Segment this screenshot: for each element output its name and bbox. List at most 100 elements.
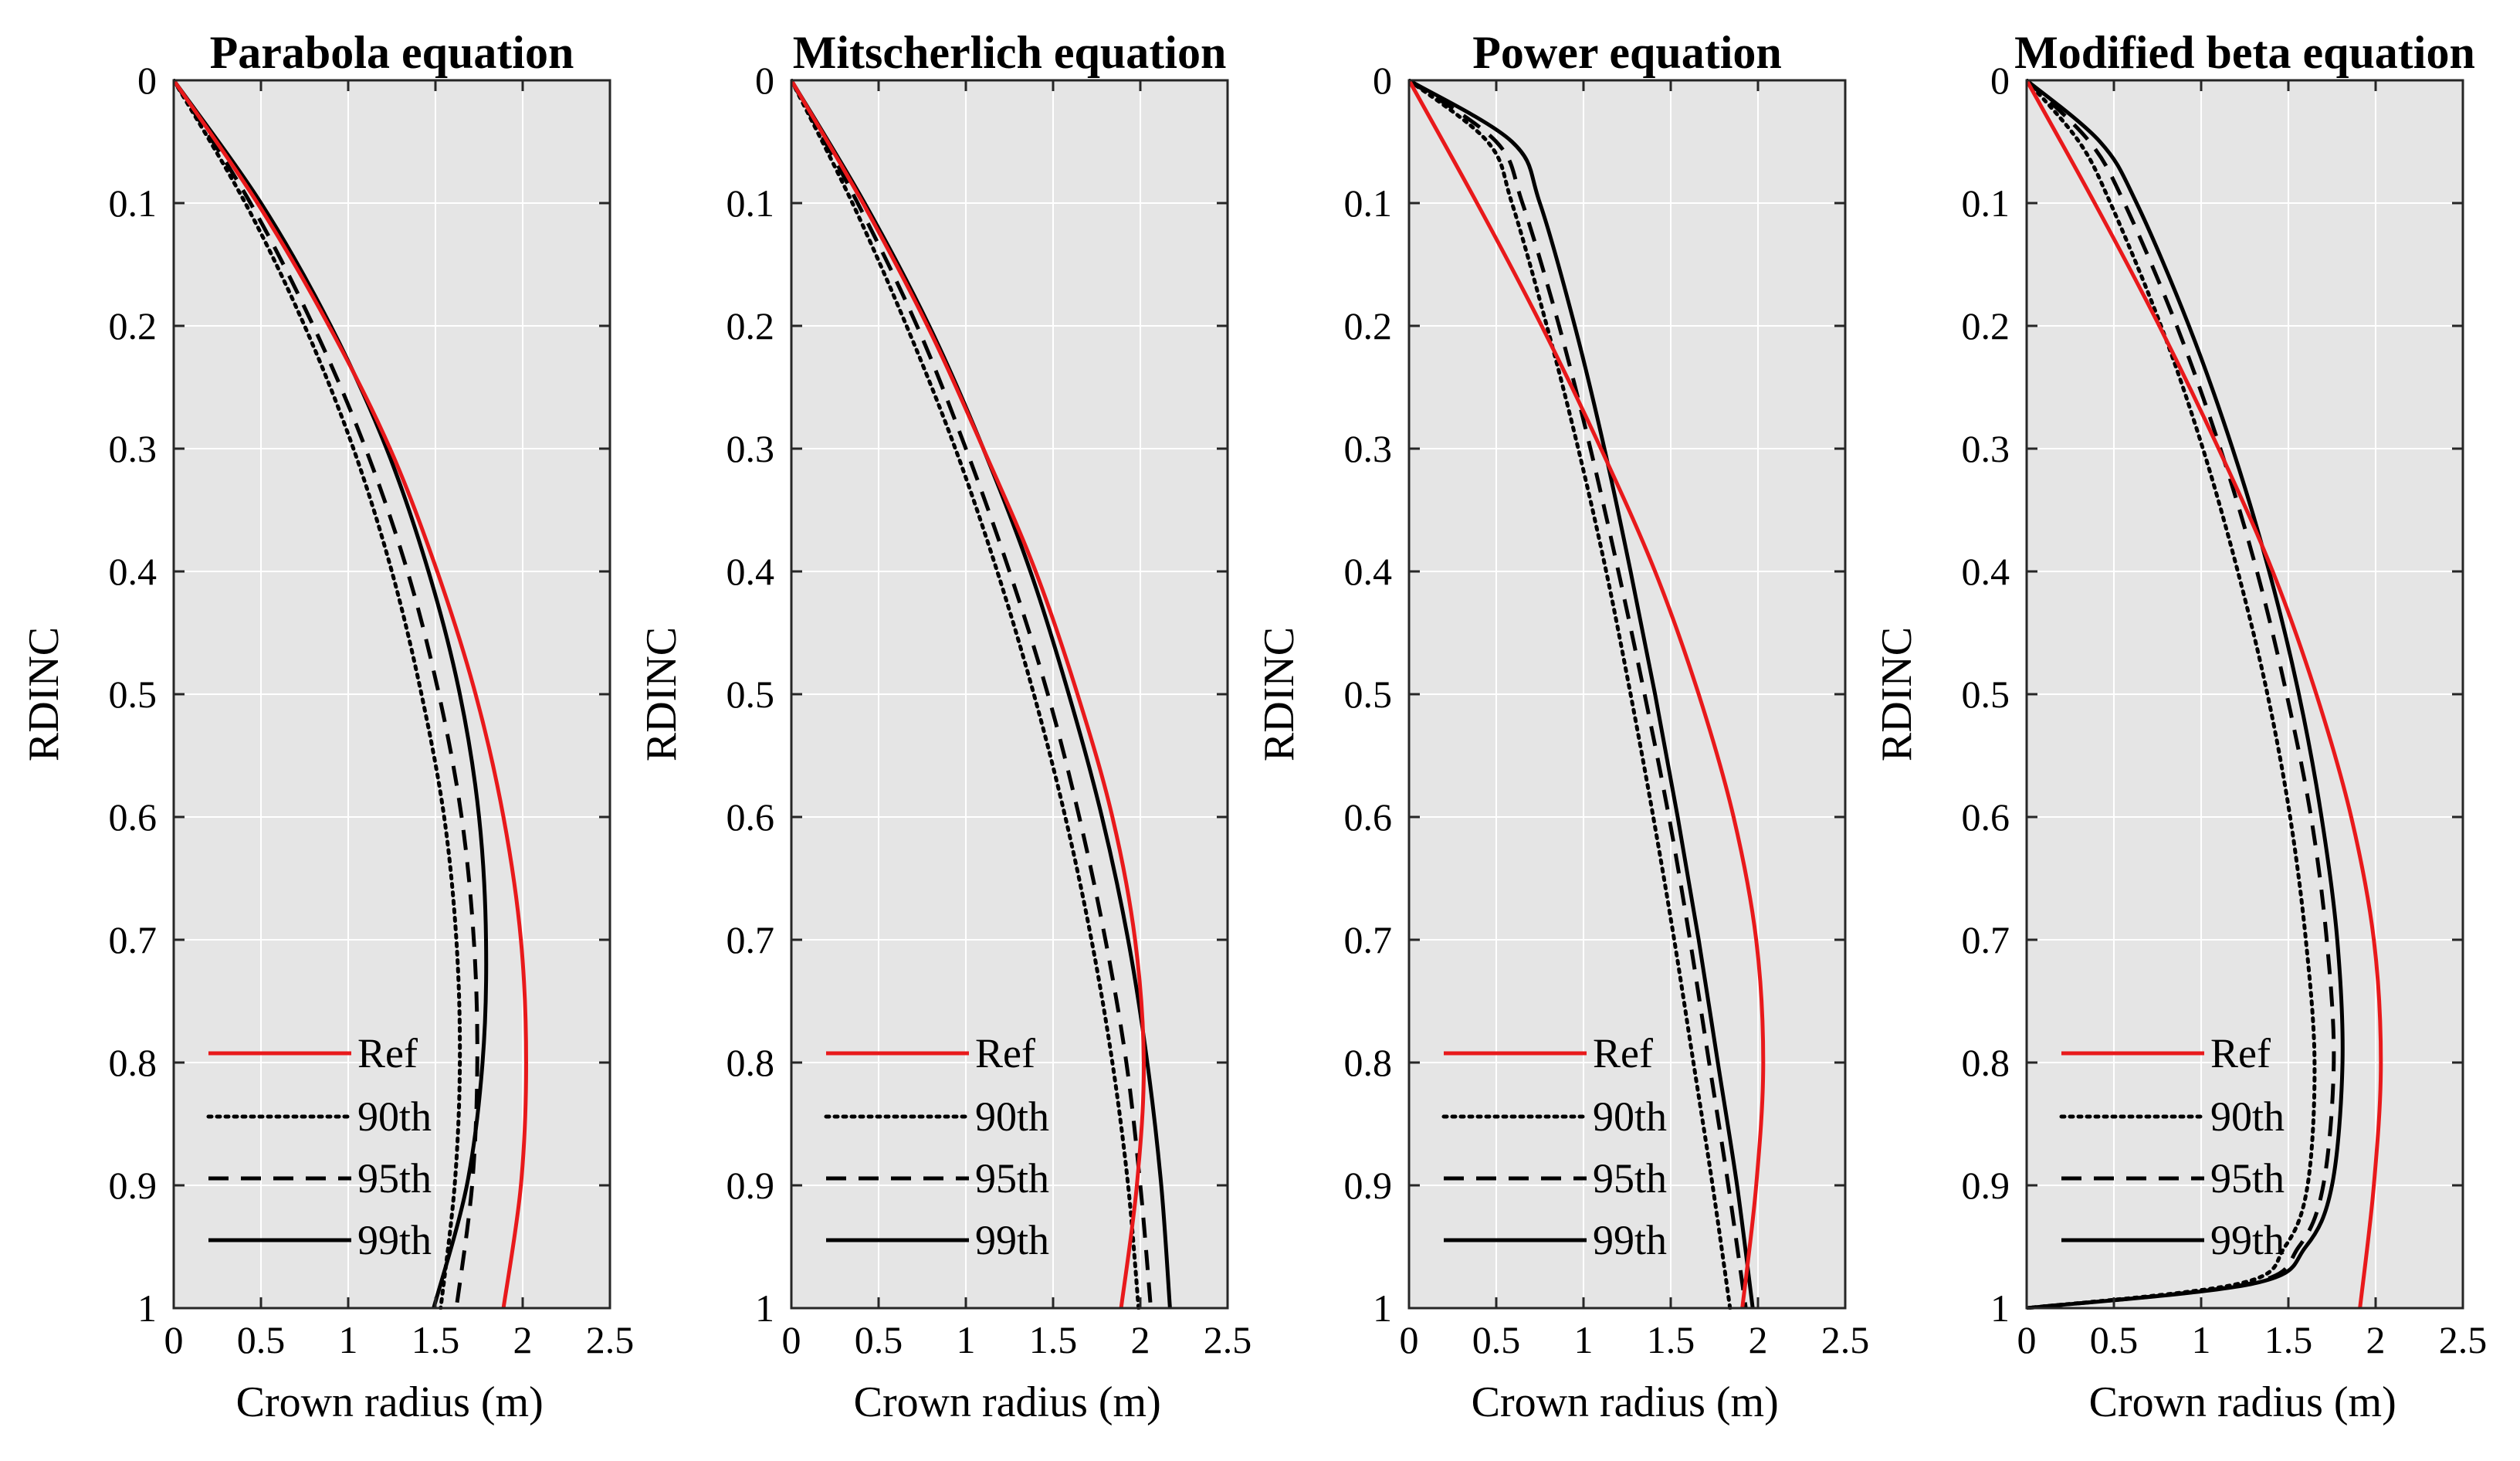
series-group (174, 79, 529, 1310)
y-tick-label: 0.2 (1344, 304, 1393, 347)
x-tick-label: 0 (1400, 1318, 1419, 1361)
series-line-99th (174, 79, 489, 1309)
x-tick-label: 2.5 (2439, 1318, 2488, 1361)
series-line-95th (2027, 79, 2336, 1310)
y-tick-label: 0.5 (1962, 673, 2010, 716)
panel-title: Modified beta equation (2014, 27, 2475, 78)
legend-label-90th: 90th (975, 1093, 1049, 1140)
x-tick-label: 0 (164, 1318, 184, 1361)
y-tick-label: 0.3 (1962, 427, 2010, 470)
y-tick-label: 0.4 (109, 550, 158, 593)
y-axis-label: RDINC (1873, 627, 1921, 761)
y-tick-label: 0.3 (109, 427, 158, 470)
y-tick-label: 0.5 (109, 673, 158, 716)
y-tick-label: 0.9 (1344, 1164, 1393, 1207)
y-tick-label: 1 (755, 1286, 774, 1330)
series-line-95th (791, 79, 1153, 1309)
y-tick-label: 0 (1373, 59, 1392, 102)
x-tick-label: 2 (1131, 1318, 1150, 1361)
y-tick-label: 0.4 (1344, 550, 1393, 593)
y-tick-label: 0.6 (727, 795, 775, 839)
y-tick-label: 0.4 (1962, 550, 2010, 593)
series-line-ref (791, 79, 1147, 1309)
series-line-90th (1409, 79, 1732, 1310)
y-tick-label: 0 (755, 59, 774, 102)
y-tick-label: 0.6 (1344, 795, 1393, 839)
y-tick-label: 0.1 (109, 181, 158, 225)
series-line-ref (2027, 79, 2383, 1309)
y-tick-label: 0.9 (1962, 1164, 2010, 1207)
x-tick-label: 1.5 (412, 1318, 460, 1361)
panel-title: Power equation (1472, 27, 1782, 78)
x-tick-label: 1.5 (2264, 1318, 2313, 1361)
y-tick-label: 0.5 (1344, 673, 1393, 716)
series-group (791, 79, 1172, 1310)
x-tick-label: 0 (782, 1318, 801, 1361)
x-tick-label: 0.5 (2090, 1318, 2139, 1361)
chart-panel-4: 0 0.5 1 1.5 2 2.5 0 0.1 0.2 0.3 0.4 0.5 0.6 0.7 0.8 0.9… (1873, 27, 2487, 1426)
chart-panel-3: 0 0.5 1 1.5 2 2.5 0 0.1 0.2 0.3 0.4 0.5 0.6 0.7 0.8 0.9… (1255, 27, 1869, 1426)
y-tick-label: 0.2 (109, 304, 158, 347)
x-axis-label: Crown radius (m) (2089, 1378, 2396, 1426)
x-tick-label: 2.5 (586, 1318, 635, 1361)
legend-label-99th: 99th (2210, 1217, 2285, 1263)
y-tick-label: 1 (1990, 1286, 2010, 1330)
legend-label-99th: 99th (975, 1217, 1049, 1263)
x-tick-label: 1 (339, 1318, 358, 1361)
y-tick-label: 0.2 (727, 304, 775, 347)
x-tick-label: 1 (1574, 1318, 1594, 1361)
y-tick-label: 0.4 (727, 550, 775, 593)
panel-title: Mitscherlich equation (793, 27, 1227, 78)
x-tick-label: 0.5 (1472, 1318, 1521, 1361)
y-tick-label: 0.3 (727, 427, 775, 470)
series-group (2027, 79, 2383, 1310)
series-line-90th (791, 79, 1141, 1310)
legend-label-90th: 90th (2210, 1093, 2285, 1140)
series-line-ref (1409, 79, 1766, 1309)
legend-label-ref: Ref (1593, 1030, 1653, 1076)
x-tick-label: 2.5 (1821, 1318, 1870, 1361)
y-tick-label: 0.8 (727, 1041, 775, 1084)
y-tick-label: 0.3 (1344, 427, 1393, 470)
legend-label-95th: 95th (975, 1155, 1049, 1202)
series-line-95th (174, 79, 479, 1309)
x-tick-label: 1 (957, 1318, 976, 1361)
y-tick-label: 0.1 (1344, 181, 1393, 225)
y-axis-label: RDINC (638, 627, 686, 761)
y-axis-label: RDINC (1255, 627, 1303, 761)
y-tick-label: 0.8 (1344, 1041, 1393, 1084)
y-tick-label: 0.7 (1962, 918, 2010, 961)
legend-label-90th: 90th (1593, 1093, 1667, 1140)
y-axis-label: RDINC (20, 627, 68, 761)
x-axis-label: Crown radius (m) (236, 1378, 544, 1426)
y-tick-label: 0.8 (1962, 1041, 2010, 1084)
y-tick-label: 0.9 (109, 1164, 158, 1207)
y-tick-label: 0.6 (1962, 795, 2010, 839)
x-tick-label: 1.5 (1647, 1318, 1695, 1361)
y-tick-label: 0.7 (727, 918, 775, 961)
x-tick-label: 0 (2017, 1318, 2037, 1361)
x-axis-label: Crown radius (m) (854, 1378, 1161, 1426)
y-tick-label: 1 (1373, 1286, 1392, 1330)
series-line-99th (1409, 79, 1755, 1309)
x-tick-label: 0.5 (855, 1318, 903, 1361)
y-tick-label: 0 (1990, 59, 2010, 102)
y-tick-label: 0.5 (727, 673, 775, 716)
series-group (1409, 79, 1766, 1310)
x-tick-label: 1.5 (1029, 1318, 1078, 1361)
y-tick-label: 0.1 (1962, 181, 2010, 225)
x-axis-label: Crown radius (m) (1472, 1378, 1779, 1426)
series-line-90th (174, 79, 462, 1310)
x-tick-label: 2.5 (1204, 1318, 1252, 1361)
x-tick-label: 2 (513, 1318, 533, 1361)
y-tick-label: 0.7 (109, 918, 158, 961)
series-line-ref (174, 79, 529, 1309)
legend-label-95th: 95th (357, 1155, 432, 1202)
y-tick-label: 0.8 (109, 1041, 158, 1084)
x-tick-label: 1 (2192, 1318, 2211, 1361)
series-line-90th (2027, 79, 2317, 1310)
y-tick-label: 0.6 (109, 795, 158, 839)
x-tick-label: 2 (2366, 1318, 2386, 1361)
legend-label-99th: 99th (1593, 1217, 1667, 1263)
y-tick-label: 0.9 (727, 1164, 775, 1207)
